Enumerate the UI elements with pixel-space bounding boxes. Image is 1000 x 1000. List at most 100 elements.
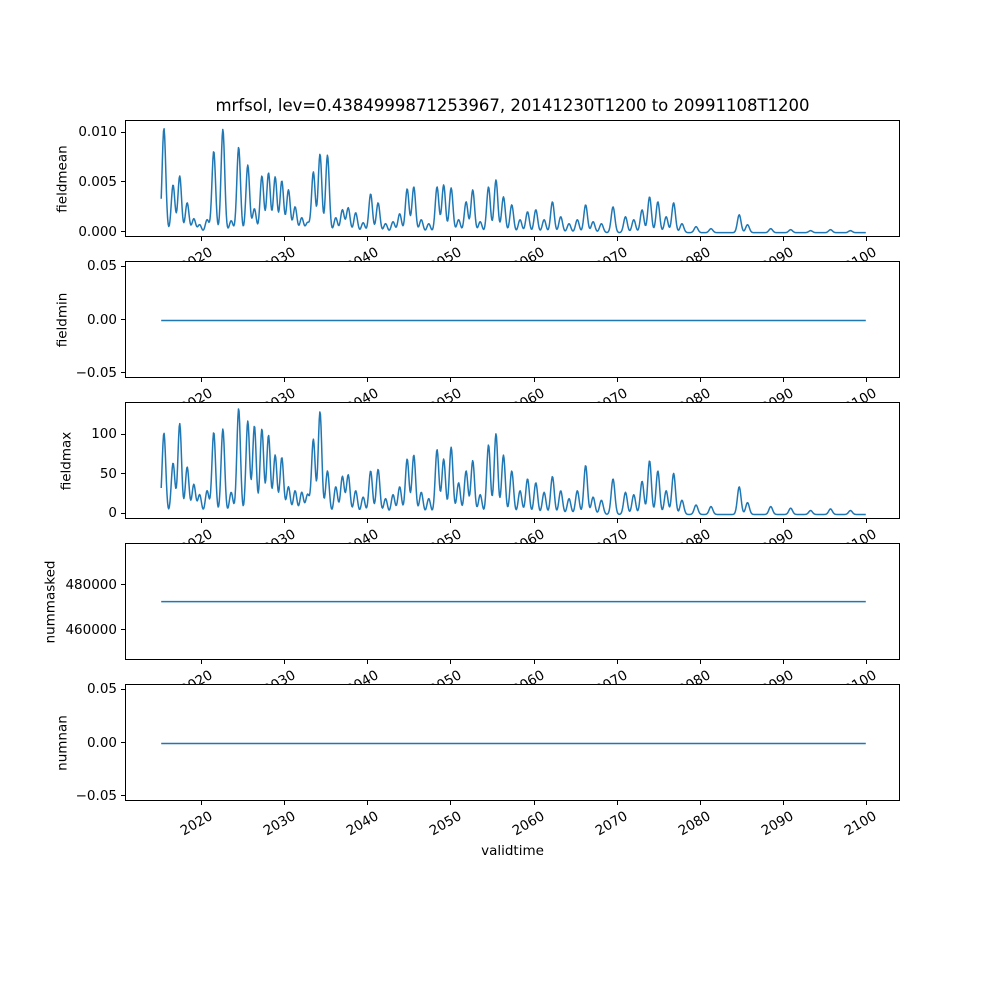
x-tick-mark-fieldmean — [450, 237, 452, 241]
x-tick-mark-fieldmax — [450, 519, 452, 523]
x-tick-mark-fieldmax — [699, 519, 701, 523]
x-tick-label-numnan: 2090 — [758, 808, 797, 840]
y-axis-label-numnan: numnan — [54, 714, 70, 771]
x-tick-mark-nummasked — [201, 660, 203, 664]
x-tick-mark-fieldmax — [533, 519, 535, 523]
y-tick-mark-numnan — [121, 742, 125, 743]
y-axis-label-fieldmean: fieldmean — [54, 144, 70, 213]
plot-area-fieldmin — [161, 319, 866, 322]
x-tick-label-numnan: 2050 — [426, 808, 465, 840]
x-tick-mark-fieldmean — [616, 237, 618, 241]
axes-box-fieldmax — [125, 402, 900, 519]
x-tick-mark-numnan — [616, 801, 618, 805]
x-tick-mark-nummasked — [284, 660, 286, 664]
x-tick-mark-nummasked — [367, 660, 369, 664]
y-tick-mark-fieldmean — [121, 131, 125, 133]
x-tick-mark-nummasked — [699, 660, 701, 664]
y-tick-label-fieldmean: 0.000 — [78, 223, 117, 240]
x-tick-mark-fieldmean — [782, 237, 784, 241]
y-tick-label-fieldmean: 0.005 — [78, 173, 117, 190]
x-tick-label-numnan: 2060 — [509, 808, 548, 840]
y-tick-mark-fieldmin — [121, 319, 125, 320]
axes-box-nummasked — [125, 543, 900, 660]
y-tick-mark-numnan — [121, 688, 125, 690]
x-tick-mark-fieldmin — [201, 378, 203, 382]
x-tick-mark-fieldmax — [616, 519, 618, 523]
y-tick-mark-fieldmean — [121, 231, 125, 233]
x-tick-mark-numnan — [782, 801, 784, 805]
axes-box-fieldmin — [125, 261, 900, 378]
y-tick-mark-numnan — [121, 795, 125, 797]
data-line-fieldmax — [160, 408, 867, 516]
x-tick-label-numnan: 2100 — [841, 808, 880, 840]
x-tick-mark-fieldmean — [533, 237, 535, 241]
y-tick-label-fieldmin: 0.00 — [86, 311, 117, 328]
y-tick-label-numnan: −0.05 — [75, 787, 117, 804]
x-tick-mark-fieldmax — [284, 519, 286, 523]
y-tick-mark-nummasked — [121, 584, 125, 586]
x-tick-mark-nummasked — [533, 660, 535, 664]
plot-area-fieldmax — [160, 408, 867, 516]
axes-box-numnan — [125, 684, 900, 801]
plot-area-numnan — [161, 742, 866, 745]
y-tick-mark-fieldmin — [121, 265, 125, 267]
x-tick-mark-fieldmin — [616, 378, 618, 382]
x-tick-mark-fieldmax — [782, 519, 784, 523]
x-tick-mark-fieldmin — [865, 378, 867, 382]
y-tick-label-fieldmin: −0.05 — [75, 364, 117, 381]
x-tick-mark-numnan — [533, 801, 535, 805]
y-tick-label-fieldmean: 0.010 — [78, 124, 117, 141]
y-tick-mark-fieldmin — [121, 372, 125, 374]
y-tick-mark-fieldmax — [121, 512, 125, 514]
x-tick-mark-numnan — [367, 801, 369, 805]
x-tick-mark-fieldmean — [367, 237, 369, 241]
y-tick-mark-fieldmean — [121, 181, 125, 183]
x-tick-mark-numnan — [450, 801, 452, 805]
x-tick-label-numnan: 2020 — [177, 808, 216, 840]
x-tick-label-numnan: 2070 — [592, 808, 631, 840]
x-tick-mark-fieldmin — [782, 378, 784, 382]
x-tick-mark-fieldmin — [533, 378, 535, 382]
x-tick-mark-fieldmin — [450, 378, 452, 382]
x-tick-mark-numnan — [201, 801, 203, 805]
x-tick-label-numnan: 2040 — [343, 808, 382, 840]
x-tick-mark-fieldmin — [699, 378, 701, 382]
y-axis-label-fieldmin: fieldmin — [54, 292, 70, 347]
x-tick-mark-fieldmin — [367, 378, 369, 382]
y-axis-label-fieldmax: fieldmax — [58, 431, 74, 490]
x-axis-label: validtime — [481, 843, 544, 859]
x-tick-mark-fieldmax — [865, 519, 867, 523]
y-tick-mark-fieldmax — [121, 433, 125, 435]
y-tick-label-fieldmax: 0 — [108, 505, 117, 522]
x-tick-mark-fieldmax — [367, 519, 369, 523]
y-tick-mark-fieldmax — [121, 473, 125, 475]
x-tick-label-numnan: 2080 — [675, 808, 714, 840]
y-axis-label-nummasked: nummasked — [42, 560, 58, 643]
x-tick-mark-fieldmean — [699, 237, 701, 241]
x-tick-label-numnan: 2030 — [260, 808, 299, 840]
x-tick-mark-numnan — [284, 801, 286, 805]
x-tick-mark-nummasked — [616, 660, 618, 664]
x-tick-mark-fieldmin — [284, 378, 286, 382]
y-tick-label-fieldmax: 100 — [91, 426, 117, 443]
plot-area-fieldmean — [160, 128, 867, 234]
y-tick-label-nummasked: 480000 — [65, 576, 117, 593]
plot-area-nummasked — [161, 600, 866, 603]
y-tick-label-nummasked: 460000 — [65, 621, 117, 638]
y-tick-label-fieldmin: 0.05 — [86, 258, 117, 275]
x-tick-mark-nummasked — [782, 660, 784, 664]
data-line-fieldmean — [160, 128, 867, 234]
x-tick-mark-numnan — [865, 801, 867, 805]
x-tick-mark-nummasked — [450, 660, 452, 664]
x-tick-mark-fieldmean — [201, 237, 203, 241]
y-tick-label-numnan: 0.00 — [86, 734, 117, 751]
y-tick-label-numnan: 0.05 — [86, 681, 117, 698]
x-tick-mark-numnan — [699, 801, 701, 805]
x-tick-mark-fieldmean — [284, 237, 286, 241]
y-tick-label-fieldmax: 50 — [99, 465, 117, 482]
y-tick-mark-nummasked — [121, 629, 125, 631]
x-tick-mark-fieldmean — [865, 237, 867, 241]
x-tick-mark-nummasked — [865, 660, 867, 664]
x-tick-mark-fieldmax — [201, 519, 203, 523]
